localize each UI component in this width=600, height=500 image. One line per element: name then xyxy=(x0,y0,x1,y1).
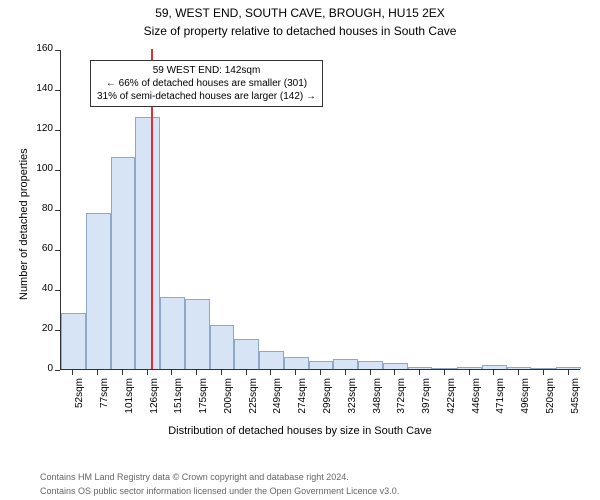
y-tick-mark xyxy=(55,90,60,91)
histogram-bar xyxy=(86,213,111,369)
x-tick-mark xyxy=(493,370,494,375)
x-tick-label: 446sqm xyxy=(471,378,482,428)
histogram-bar xyxy=(358,361,383,369)
x-tick-label: 225sqm xyxy=(248,378,259,428)
x-tick-mark xyxy=(97,370,98,375)
x-tick-mark xyxy=(221,370,222,375)
x-tick-label: 151sqm xyxy=(173,378,184,428)
histogram-bar xyxy=(160,297,185,369)
x-tick-label: 520sqm xyxy=(545,378,556,428)
y-tick-mark xyxy=(55,130,60,131)
x-tick-label: 471sqm xyxy=(495,378,506,428)
histogram-bar xyxy=(135,117,160,369)
y-tick-mark xyxy=(55,50,60,51)
x-tick-mark xyxy=(270,370,271,375)
x-tick-label: 545sqm xyxy=(570,378,581,428)
chart-title-line1: 59, WEST END, SOUTH CAVE, BROUGH, HU15 2… xyxy=(0,6,600,20)
y-tick-label: 40 xyxy=(25,283,53,294)
y-tick-mark xyxy=(55,210,60,211)
x-tick-label: 175sqm xyxy=(198,378,209,428)
histogram-bar xyxy=(482,365,507,369)
x-tick-mark xyxy=(122,370,123,375)
y-tick-label: 60 xyxy=(25,243,53,254)
histogram-bar xyxy=(383,363,408,369)
x-tick-label: 496sqm xyxy=(520,378,531,428)
y-tick-label: 160 xyxy=(25,43,53,54)
y-tick-label: 100 xyxy=(25,163,53,174)
x-tick-label: 348sqm xyxy=(372,378,383,428)
x-tick-label: 77sqm xyxy=(99,378,110,428)
x-tick-mark xyxy=(543,370,544,375)
x-tick-label: 422sqm xyxy=(446,378,457,428)
annotation-line1: 59 WEST END: 142sqm xyxy=(97,64,316,77)
x-tick-mark xyxy=(72,370,73,375)
footer-line1: Contains HM Land Registry data © Crown c… xyxy=(40,472,349,482)
x-tick-label: 200sqm xyxy=(223,378,234,428)
y-tick-label: 20 xyxy=(25,323,53,334)
x-tick-mark xyxy=(394,370,395,375)
x-tick-mark xyxy=(419,370,420,375)
x-tick-mark xyxy=(147,370,148,375)
x-tick-mark xyxy=(320,370,321,375)
x-tick-mark xyxy=(518,370,519,375)
x-tick-label: 101sqm xyxy=(124,378,135,428)
histogram-bar xyxy=(309,361,334,369)
histogram-bar xyxy=(507,367,532,369)
histogram-bar xyxy=(408,367,433,369)
x-tick-label: 249sqm xyxy=(272,378,283,428)
x-tick-mark xyxy=(171,370,172,375)
histogram-bar xyxy=(234,339,259,369)
histogram-bar xyxy=(333,359,358,369)
y-tick-mark xyxy=(55,170,60,171)
x-tick-label: 323sqm xyxy=(347,378,358,428)
x-tick-mark xyxy=(345,370,346,375)
histogram-bar xyxy=(457,367,482,369)
y-tick-mark xyxy=(55,370,60,371)
annotation-line3: 31% of semi-detached houses are larger (… xyxy=(97,90,316,103)
x-tick-mark xyxy=(444,370,445,375)
histogram-bar xyxy=(284,357,309,369)
y-tick-label: 80 xyxy=(25,203,53,214)
x-tick-label: 274sqm xyxy=(297,378,308,428)
histogram-bar xyxy=(556,367,581,369)
chart-title-line2: Size of property relative to detached ho… xyxy=(0,24,600,38)
x-tick-label: 372sqm xyxy=(396,378,407,428)
x-tick-label: 126sqm xyxy=(149,378,160,428)
x-tick-mark xyxy=(469,370,470,375)
histogram-bar xyxy=(111,157,136,369)
y-tick-mark xyxy=(55,250,60,251)
y-tick-mark xyxy=(55,290,60,291)
x-tick-label: 52sqm xyxy=(74,378,85,428)
histogram-bar xyxy=(61,313,86,369)
x-tick-mark xyxy=(295,370,296,375)
annotation-box: 59 WEST END: 142sqm ← 66% of detached ho… xyxy=(90,60,323,107)
annotation-line2: ← 66% of detached houses are smaller (30… xyxy=(97,77,316,90)
histogram-bar xyxy=(259,351,284,369)
x-tick-mark xyxy=(370,370,371,375)
x-tick-mark xyxy=(246,370,247,375)
x-tick-mark xyxy=(196,370,197,375)
x-tick-mark xyxy=(568,370,569,375)
y-tick-label: 120 xyxy=(25,123,53,134)
y-tick-label: 140 xyxy=(25,83,53,94)
x-tick-label: 397sqm xyxy=(421,378,432,428)
histogram-bar xyxy=(531,368,556,369)
footer-line2: Contains OS public sector information li… xyxy=(40,486,399,496)
histogram-bar xyxy=(210,325,235,369)
x-tick-label: 299sqm xyxy=(322,378,333,428)
histogram-bar xyxy=(432,368,457,369)
y-tick-label: 0 xyxy=(25,363,53,374)
chart-container: 59, WEST END, SOUTH CAVE, BROUGH, HU15 2… xyxy=(0,0,600,500)
y-tick-mark xyxy=(55,330,60,331)
histogram-bar xyxy=(185,299,210,369)
